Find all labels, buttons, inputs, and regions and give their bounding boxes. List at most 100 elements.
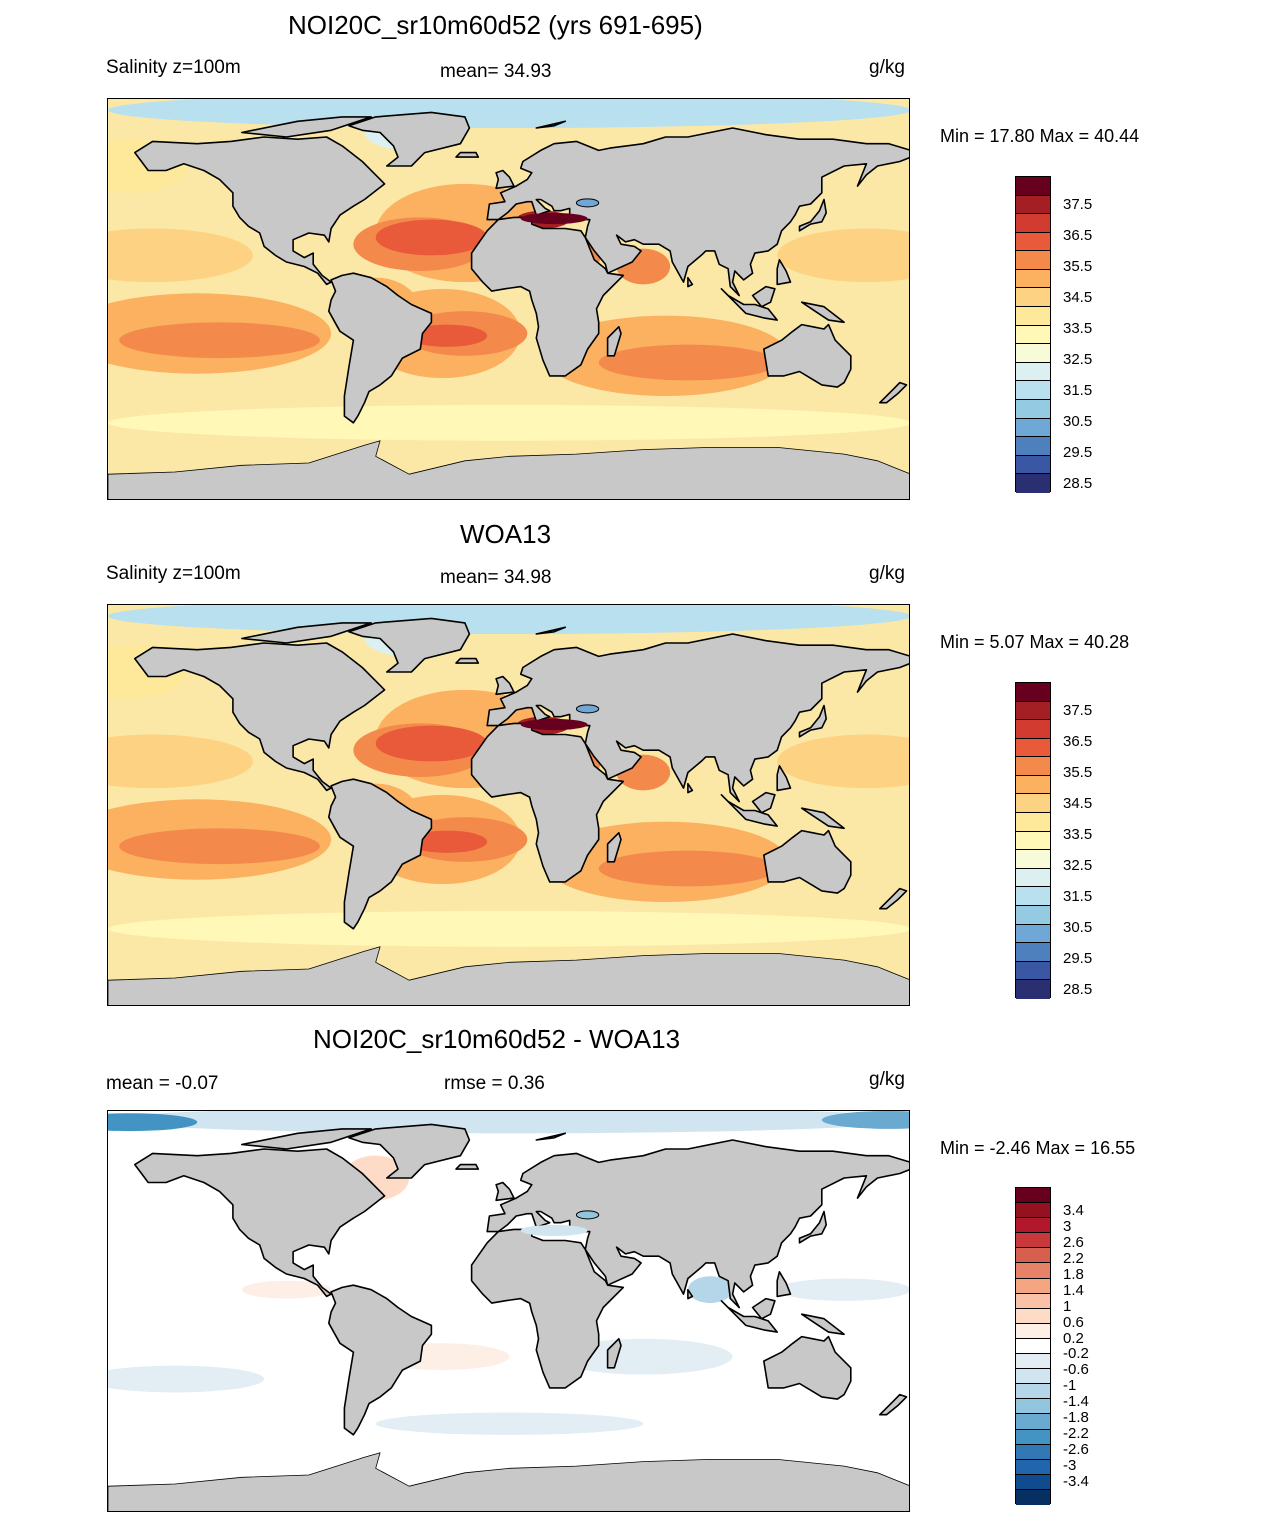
colorbar-swatch	[1016, 794, 1050, 814]
colorbar-label: 28.5	[1063, 980, 1093, 998]
landmass-newguinea	[800, 301, 845, 324]
colorbar-swatch	[1016, 720, 1050, 739]
colorbar-swatch	[1016, 1444, 1050, 1460]
colorbar-swatch	[1016, 1293, 1050, 1309]
colorbar-swatch	[1016, 362, 1050, 382]
colorbar-swatch	[1016, 1459, 1050, 1475]
landmass-australia	[762, 1335, 852, 1400]
colorbar-label: 1	[1063, 1297, 1072, 1315]
landmass-srilanka	[687, 276, 694, 288]
colorbar-swatch	[1016, 701, 1050, 721]
landmass-samerica	[328, 272, 433, 424]
colorbar-swatch	[1016, 905, 1050, 925]
colorbar-label: 0.2	[1063, 1329, 1084, 1347]
colorbar-label: 28.5	[1063, 474, 1093, 492]
panel-title: WOA13	[460, 519, 552, 549]
landmass-uk	[495, 675, 515, 696]
salinity-contour	[375, 219, 488, 256]
landmass-arcticisl	[241, 116, 373, 138]
colorbar-swatch	[1016, 325, 1050, 345]
colorbar-swatch	[1016, 961, 1050, 981]
panel-title: NOI20C_sr10m60d52 - WOA13	[313, 1024, 681, 1054]
black-sea	[575, 1210, 600, 1220]
colorbar-label: 34.5	[1063, 288, 1093, 306]
landmass-madagascar	[606, 1338, 622, 1369]
landmass-madagascar	[606, 832, 622, 863]
landmass-indonesia	[720, 1300, 779, 1333]
map-canvas	[108, 605, 909, 1005]
landmass-samerica	[328, 1284, 433, 1436]
colorbar-label: 29.5	[1063, 949, 1093, 967]
colorbar-swatch	[1016, 1474, 1050, 1490]
landmass-svalbard	[535, 1132, 567, 1141]
units-label: g/kg	[869, 563, 905, 584]
colorbar-swatch	[1016, 775, 1050, 795]
colorbar-label: 31.5	[1063, 887, 1093, 905]
salinity-contour	[108, 1111, 909, 1134]
colorbar-label: 29.5	[1063, 443, 1093, 461]
salinity-contour	[108, 1113, 198, 1132]
colorbar-label: -3.4	[1063, 1473, 1089, 1491]
landmass-srilanka	[687, 1288, 694, 1300]
landmass-samerica	[328, 778, 433, 930]
colorbar-swatch	[1016, 455, 1050, 475]
salinity-contour	[375, 1412, 644, 1435]
map-frame	[107, 98, 910, 500]
landmass-namerica	[133, 1148, 386, 1298]
colorbar-swatch	[1016, 1369, 1050, 1385]
mediterranean-sea	[520, 212, 588, 225]
colorbar-label: -0.2	[1063, 1345, 1089, 1363]
colorbar-label: 32.5	[1063, 350, 1093, 368]
salinity-contour	[108, 734, 253, 789]
landmass-africa	[470, 1228, 625, 1389]
landmass-japan	[798, 198, 828, 232]
black-sea	[575, 198, 600, 208]
salinity-contour	[119, 322, 320, 359]
salinity-contour	[777, 734, 909, 789]
map-frame	[107, 1110, 910, 1512]
mediterranean-sea	[520, 718, 588, 731]
colorbar-label: 3	[1063, 1217, 1072, 1235]
landmass-philippines	[776, 765, 792, 792]
salinity-contour	[375, 725, 488, 762]
landmass-newguinea	[800, 1313, 845, 1336]
colorbar-label: -2.6	[1063, 1441, 1089, 1459]
salinity-contour	[598, 344, 778, 381]
colorbar-swatch	[1016, 1233, 1050, 1249]
colorbar-swatch	[1016, 381, 1050, 400]
salinity-contour	[687, 1276, 733, 1304]
field-label: Salinity z=100m	[106, 563, 241, 584]
colorbar	[1015, 176, 1051, 493]
landmass-japan	[798, 1210, 828, 1244]
landmass-svalbard	[535, 626, 567, 635]
colorbar-label: 36.5	[1063, 732, 1093, 750]
colorbar-swatch	[1016, 757, 1050, 776]
landmass-nz	[878, 1393, 908, 1416]
colorbar-label: -2.2	[1063, 1425, 1089, 1443]
colorbar-swatch	[1016, 251, 1050, 270]
mediterranean-sea	[520, 1224, 588, 1237]
colorbar-label: 2.2	[1063, 1249, 1084, 1267]
colorbar-label: 30.5	[1063, 412, 1093, 430]
colorbar-swatch	[1016, 1188, 1050, 1204]
mean-label: mean= 34.93	[440, 61, 552, 82]
colorbar-label: -1.8	[1063, 1409, 1089, 1427]
landmass-nz	[878, 887, 908, 910]
colorbar-label: -3	[1063, 1457, 1077, 1475]
landmass-africa	[470, 722, 625, 883]
mean-label: mean= 34.98	[440, 567, 552, 588]
colorbar-label: -1.4	[1063, 1393, 1089, 1411]
landmass-svalbard	[535, 120, 567, 129]
colorbar-swatch	[1016, 399, 1050, 419]
units-label: g/kg	[869, 1069, 905, 1090]
colorbar-swatch	[1016, 1354, 1050, 1370]
colorbar-swatch	[1016, 943, 1050, 962]
salinity-contour	[777, 1278, 909, 1301]
minmax-label: Min = -2.46 Max = 16.55	[940, 1138, 1136, 1158]
map-canvas	[108, 1111, 909, 1511]
black-sea	[575, 704, 600, 714]
colorbar-label: 34.5	[1063, 794, 1093, 812]
map-canvas	[108, 99, 909, 499]
landmass-nz	[878, 381, 908, 404]
colorbar-swatch	[1016, 683, 1050, 702]
